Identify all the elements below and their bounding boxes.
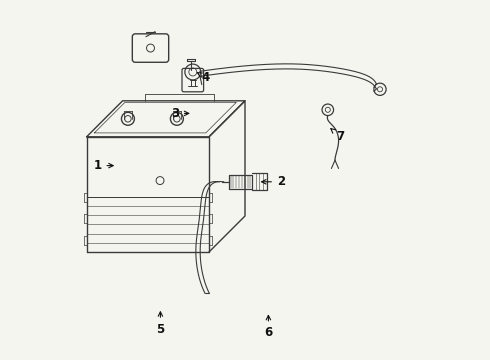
- Text: 7: 7: [331, 129, 344, 143]
- Text: 1: 1: [93, 159, 113, 172]
- Text: 2: 2: [262, 175, 285, 188]
- Text: 6: 6: [264, 315, 272, 339]
- Text: 4: 4: [197, 71, 210, 84]
- Text: 5: 5: [156, 312, 165, 336]
- Text: 3: 3: [171, 107, 189, 120]
